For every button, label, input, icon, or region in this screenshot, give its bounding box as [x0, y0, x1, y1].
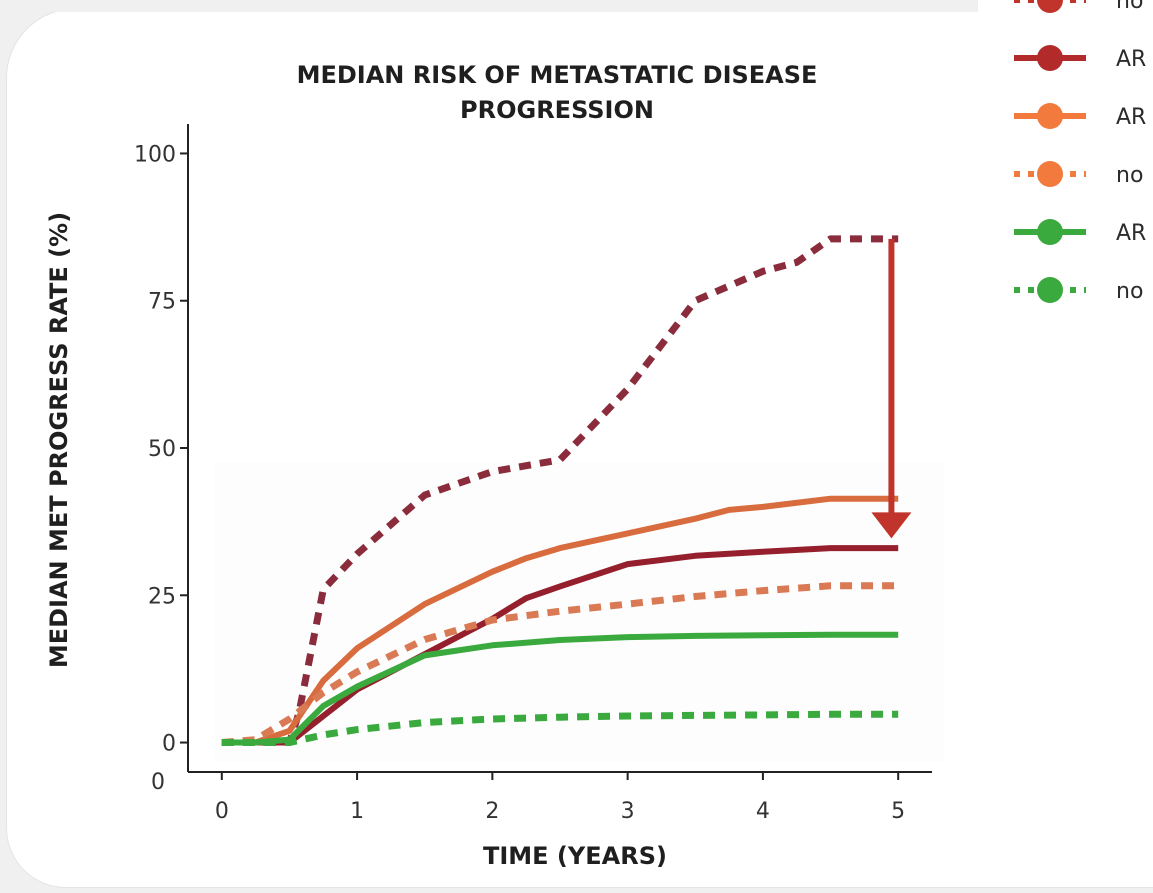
y-tick-label: 50	[148, 437, 176, 462]
axes: 0 25 50 75 100 0 0 1 2 3 4 5	[134, 124, 932, 824]
y-axis-title: MEDIAN MET PROGRESS RATE (%)	[45, 212, 73, 668]
x-tick-label: 4	[756, 799, 770, 824]
legend-label: no	[1116, 0, 1143, 14]
chart-title: MEDIAN RISK OF METASTATIC DISEASE PROGRE…	[297, 61, 818, 124]
legend-marker	[1037, 219, 1063, 245]
chart-title-line-2: PROGRESSION	[460, 96, 654, 124]
legend-label: AR	[1116, 105, 1146, 130]
legend-marker	[1037, 0, 1063, 13]
annotation-layer	[871, 238, 912, 539]
legend-marker	[1037, 161, 1063, 187]
x-axis-title: TIME (YEARS)	[483, 842, 667, 870]
y-tick-label: 100	[134, 142, 176, 167]
series-layer	[221, 235, 899, 746]
x-tick-label: 0	[215, 799, 229, 824]
y-origin-label: 0	[151, 770, 165, 795]
legend-marker	[1037, 103, 1063, 129]
chart-title-line-1: MEDIAN RISK OF METASTATIC DISEASE	[297, 61, 818, 89]
top-strip	[0, 0, 1153, 12]
legend-label: no	[1116, 163, 1143, 188]
legend-label: AR	[1116, 221, 1146, 246]
series-line-6-no-dotted	[221, 710, 899, 746]
x-tick-label: 2	[485, 799, 499, 824]
x-tick-label: 1	[350, 799, 364, 824]
legend-label: no	[1116, 279, 1143, 304]
arrow-head	[871, 512, 912, 539]
x-tick-label: 5	[891, 799, 905, 824]
series-line-4-no-dotted	[221, 582, 899, 746]
legend-label: AR	[1116, 47, 1146, 72]
y-tick-label: 25	[148, 584, 176, 609]
y-tick-label: 0	[162, 732, 176, 757]
legend-marker	[1037, 45, 1063, 71]
legend-marker	[1037, 277, 1063, 303]
legend: no AR AR no AR no	[1014, 0, 1146, 304]
series-line-1-no-dotted	[221, 235, 899, 746]
y-tick-label: 75	[148, 290, 176, 315]
x-tick-label: 3	[621, 799, 635, 824]
